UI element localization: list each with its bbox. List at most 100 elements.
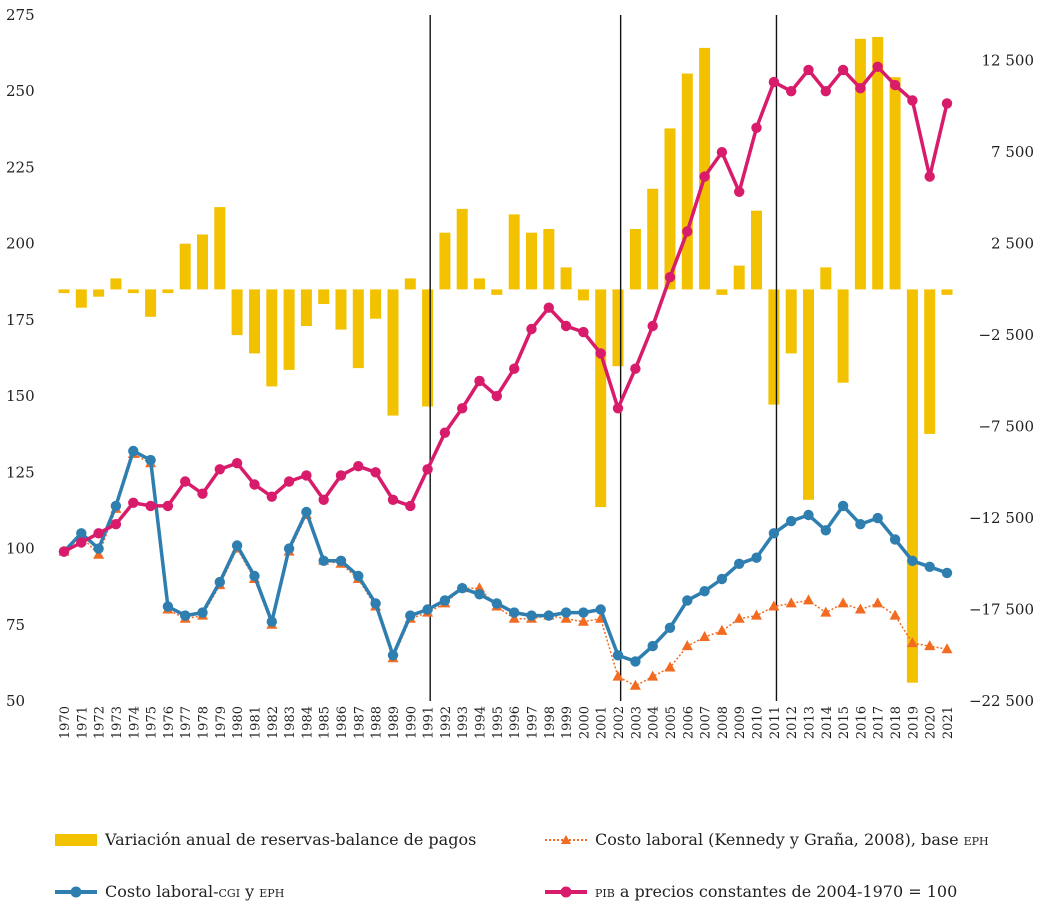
point-kennedy-2006 — [681, 640, 693, 651]
point-pib-2004 — [647, 320, 658, 332]
point-kennedy-2003 — [629, 679, 641, 690]
point-kennedy-2000 — [577, 615, 589, 626]
vertical-marker-lines — [429, 15, 778, 701]
legend-label-kennedy: Costo laboral (Kennedy y Graña, 2008), b… — [595, 830, 989, 849]
x-tick-label-1985: 1985 — [318, 706, 333, 739]
point-cgi-2013 — [803, 509, 814, 521]
bar-1986 — [335, 289, 347, 330]
point-cgi-1975 — [145, 454, 156, 466]
bar-2005 — [664, 128, 676, 290]
bar-1996 — [508, 214, 520, 290]
x-tick-label-1997: 1997 — [526, 706, 541, 739]
x-tick-label-2008: 2008 — [716, 706, 731, 739]
bar-2018 — [889, 77, 901, 290]
bar-1998 — [543, 229, 555, 290]
x-tick-label-1970: 1970 — [58, 706, 73, 739]
bar-1999 — [560, 267, 572, 290]
point-pib-2013 — [803, 64, 814, 76]
point-cgi-1973 — [110, 500, 122, 512]
left-tick-label-275: 275 — [6, 6, 35, 24]
x-tick-label-2016: 2016 — [854, 706, 869, 739]
point-cgi-1992 — [439, 595, 451, 606]
point-pib-1995 — [491, 390, 502, 402]
point-pib-1980 — [231, 458, 243, 469]
bar-1983 — [283, 289, 295, 370]
x-tick-label-1982: 1982 — [266, 706, 281, 739]
legend-label-pib: pib a precios constantes de 2004-1970 = … — [595, 882, 958, 901]
point-cgi-1974 — [128, 445, 139, 457]
bar-1978 — [197, 234, 208, 290]
bar-2004 — [647, 188, 659, 290]
point-cgi-1990 — [405, 610, 416, 621]
x-tick-label-1995: 1995 — [491, 706, 506, 739]
point-cgi-2016 — [855, 519, 866, 530]
point-pib-1999 — [560, 320, 572, 332]
point-kennedy-2019 — [906, 637, 918, 648]
point-cgi-1978 — [197, 607, 208, 618]
point-cgi-1986 — [335, 555, 347, 566]
point-pib-1978 — [197, 488, 208, 499]
point-pib-1973 — [110, 519, 122, 530]
point-pib-2017 — [872, 61, 883, 72]
point-kennedy-2014 — [820, 606, 832, 617]
x-tick-label-2014: 2014 — [820, 706, 835, 739]
x-tick-label-1984: 1984 — [300, 706, 315, 739]
bar-1974 — [127, 289, 139, 294]
point-kennedy-2002 — [612, 670, 624, 681]
point-pib-2009 — [734, 186, 745, 197]
bar-1997 — [526, 232, 537, 290]
point-pib-1981 — [249, 479, 260, 490]
point-pib-1987 — [353, 461, 364, 472]
point-pib-2006 — [682, 226, 693, 237]
point-pib-1976 — [162, 500, 174, 512]
bar-1976 — [162, 289, 174, 294]
point-kennedy-2012 — [785, 597, 797, 608]
point-pib-1985 — [318, 494, 329, 505]
point-cgi-2021 — [941, 567, 953, 579]
x-tick-label-2002: 2002 — [612, 706, 627, 739]
point-pib-1996 — [509, 363, 520, 374]
point-cgi-2008 — [716, 573, 728, 585]
legend-item-kennedy: Costo laboral (Kennedy y Graña, 2008), b… — [545, 830, 989, 849]
point-pib-2011 — [768, 76, 780, 88]
x-tick-label-1975: 1975 — [145, 706, 160, 739]
x-tick-label-1978: 1978 — [197, 706, 212, 739]
bar-2015 — [837, 289, 849, 383]
bar-2016 — [854, 38, 866, 290]
point-pib-2001 — [595, 348, 606, 359]
point-pib-2015 — [837, 64, 849, 76]
bar-1994 — [474, 278, 485, 290]
left-tick-label-100: 100 — [6, 540, 35, 558]
point-pib-2002 — [612, 403, 624, 414]
point-cgi-1981 — [249, 570, 260, 582]
x-tick-label-2004: 2004 — [647, 706, 662, 739]
line-pib — [63, 65, 949, 554]
x-tick-label-2009: 2009 — [733, 706, 748, 739]
legend-swatch-circle-line-icon — [55, 886, 97, 897]
left-tick-label-200: 200 — [6, 235, 35, 253]
x-tick-label-1977: 1977 — [179, 706, 194, 739]
point-pib-1994 — [474, 375, 485, 387]
point-pib-2020 — [924, 171, 935, 182]
legend-label-reserves: Variación anual de reservas-balance de p… — [105, 830, 477, 849]
x-tick-label-1994: 1994 — [474, 706, 489, 739]
bar-1979 — [214, 207, 226, 290]
point-cgi-2007 — [699, 586, 710, 597]
point-cgi-1994 — [474, 589, 485, 600]
point-kennedy-2018 — [889, 609, 901, 620]
right-tick-label-2500: 2 500 — [991, 235, 1034, 253]
bar-2007 — [699, 47, 711, 290]
point-cgi-2004 — [647, 640, 658, 652]
point-kennedy-2008 — [716, 624, 728, 635]
x-tick-label-1976: 1976 — [162, 706, 177, 739]
line-cgi — [62, 449, 948, 664]
bar-1981 — [249, 289, 260, 354]
point-cgi-2020 — [924, 561, 935, 572]
x-tick-label-2012: 2012 — [785, 706, 800, 739]
legend-item-cgi: Costo laboral-cgi y eph — [55, 882, 284, 901]
point-cgi-1991 — [422, 604, 433, 615]
left-tick-label-125: 125 — [6, 463, 35, 481]
x-tick-label-1974: 1974 — [127, 706, 142, 739]
x-tick-label-2021: 2021 — [941, 706, 956, 739]
point-cgi-2000 — [578, 607, 589, 618]
